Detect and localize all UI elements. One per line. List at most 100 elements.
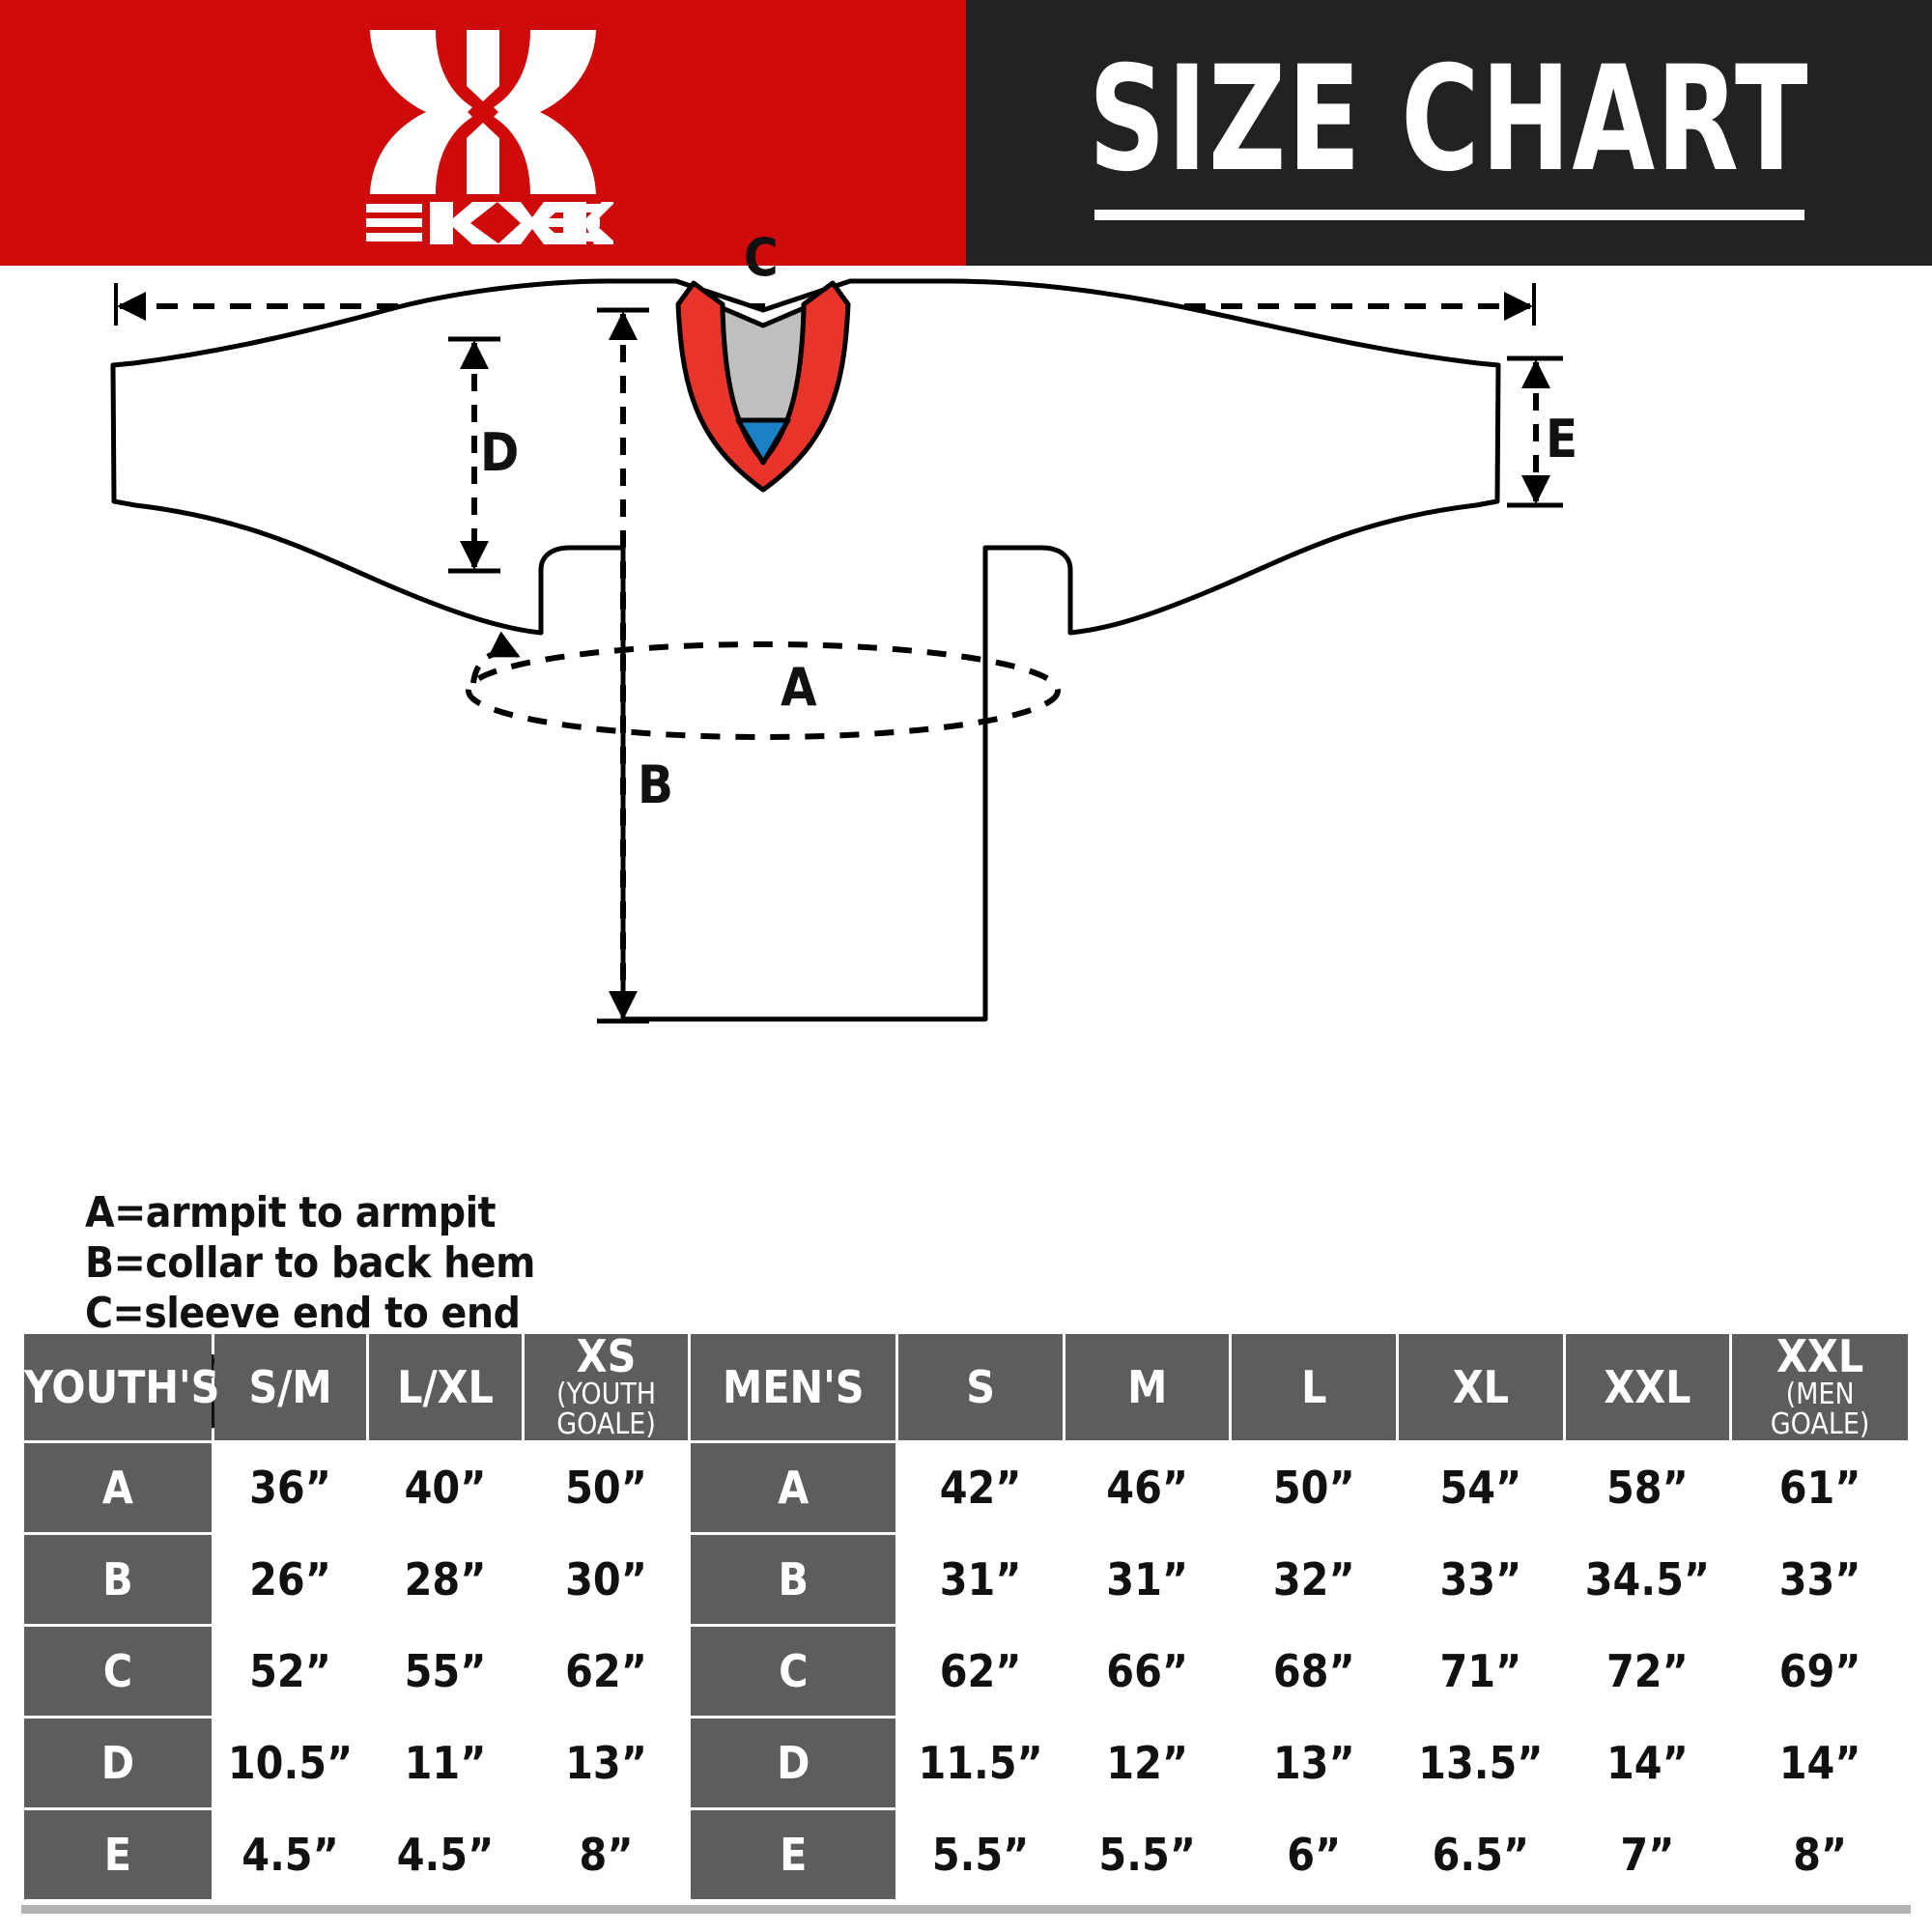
- measure-b-dimension: B: [597, 307, 689, 1024]
- row-label-mens-E: E: [691, 1810, 896, 1899]
- table-header-row: YOUTH'S S/M L/XL XS (YOUTH GOALE) MEN'S S M L XL X…: [24, 1334, 1908, 1440]
- svg-text:B: B: [638, 754, 673, 815]
- cell-mens-E-0: 5.5”: [898, 1810, 1063, 1899]
- row-label-youth-D: D: [24, 1719, 212, 1807]
- cell-youth-B-2: 30”: [524, 1535, 689, 1624]
- page-title: SIZE CHART: [1088, 35, 1810, 204]
- row-label-mens-B: B: [691, 1535, 896, 1624]
- cell-mens-B-1: 31”: [1065, 1535, 1230, 1624]
- row-label-youth-C: C: [24, 1627, 212, 1716]
- column-header-youth-0: S/M: [213, 1334, 367, 1440]
- row-label-youth-A: A: [24, 1443, 212, 1532]
- column-header-mens-1: M: [1065, 1334, 1230, 1440]
- cell-mens-D-3: 13.5”: [1399, 1719, 1563, 1807]
- cell-mens-B-5: 33”: [1732, 1535, 1908, 1624]
- table-row: C 52” 55” 62” C 62” 66” 68” 71” 72” 69”: [24, 1627, 1908, 1716]
- cell-mens-E-2: 6”: [1232, 1810, 1397, 1899]
- column-header-label: M: [1127, 1361, 1168, 1413]
- cell-mens-B-2: 32”: [1232, 1535, 1397, 1624]
- column-header-label: XS: [576, 1330, 637, 1383]
- cell-mens-E-5: 8”: [1732, 1810, 1908, 1899]
- measure-c-letter: C: [744, 227, 779, 288]
- cell-mens-D-1: 12”: [1065, 1719, 1230, 1807]
- cell-mens-B-0: 31”: [898, 1535, 1063, 1624]
- cell-mens-A-3: 54”: [1399, 1443, 1563, 1532]
- cell-youth-D-0: 10.5”: [213, 1719, 367, 1807]
- svg-text:D: D: [480, 422, 519, 483]
- title-panel: SIZE CHART: [966, 0, 1932, 266]
- cell-youth-C-1: 55”: [369, 1627, 522, 1716]
- cell-mens-C-5: 69”: [1732, 1627, 1908, 1716]
- cell-mens-D-0: 11.5”: [898, 1719, 1063, 1807]
- cell-mens-C-0: 62”: [898, 1627, 1063, 1716]
- cell-mens-E-3: 6.5”: [1399, 1810, 1563, 1899]
- column-header-label: YOUTH'S: [24, 1361, 220, 1413]
- cell-youth-B-1: 28”: [369, 1535, 522, 1624]
- table-row: B 26” 28” 30” B 31” 31” 32” 33” 34.5” 33”: [24, 1535, 1908, 1624]
- column-header-label: L/XL: [397, 1361, 494, 1413]
- cell-youth-E-0: 4.5”: [213, 1810, 367, 1899]
- table-row: A 36” 40” 50” A 42” 46” 50” 54” 58” 61”: [24, 1443, 1908, 1532]
- cell-mens-A-4: 58”: [1565, 1443, 1730, 1532]
- measure-c-label: C: [734, 266, 769, 270]
- cell-youth-A-2: 50”: [524, 1443, 689, 1532]
- row-label-youth-E: E: [24, 1810, 212, 1899]
- cell-mens-A-0: 42”: [898, 1443, 1063, 1532]
- title-underline: [1094, 210, 1804, 221]
- cell-mens-A-1: 46”: [1065, 1443, 1230, 1532]
- row-label-mens-A: A: [691, 1443, 896, 1532]
- table-row: E 4.5” 4.5” 8” E 5.5” 5.5” 6” 6.5” 7” 8”: [24, 1810, 1908, 1899]
- cell-mens-B-4: 34.5”: [1565, 1535, 1730, 1624]
- size-table: YOUTH'S S/M L/XL XS (YOUTH GOALE) MEN'S S M L XL X…: [21, 1331, 1911, 1902]
- cell-mens-E-1: 5.5”: [1065, 1810, 1230, 1899]
- cell-youth-E-2: 8”: [524, 1810, 689, 1899]
- cell-mens-A-2: 50”: [1232, 1443, 1397, 1532]
- cell-mens-D-2: 13”: [1232, 1719, 1397, 1807]
- column-header-label: XXL: [1776, 1330, 1864, 1383]
- column-header-label: XL: [1452, 1361, 1509, 1413]
- cell-youth-A-1: 40”: [369, 1443, 522, 1532]
- cell-youth-A-0: 36”: [213, 1443, 367, 1532]
- column-header-mens-3: XL: [1399, 1334, 1563, 1440]
- cell-youth-D-1: 11”: [369, 1719, 522, 1807]
- cell-youth-D-2: 13”: [524, 1719, 689, 1807]
- cell-youth-C-2: 62”: [524, 1627, 689, 1716]
- cell-youth-C-0: 52”: [213, 1627, 367, 1716]
- cell-youth-B-0: 26”: [213, 1535, 367, 1624]
- cell-mens-C-3: 71”: [1399, 1627, 1563, 1716]
- cell-youth-E-1: 4.5”: [369, 1810, 522, 1899]
- row-label-mens-D: D: [691, 1719, 896, 1807]
- jersey-diagram: D E A B: [0, 227, 1932, 1438]
- column-header-label: MEN'S: [723, 1361, 865, 1413]
- cell-mens-E-4: 7”: [1565, 1810, 1730, 1899]
- svg-text:C: C: [734, 266, 769, 270]
- column-header-label: XXL: [1604, 1361, 1691, 1413]
- column-header-label: L: [1301, 1361, 1327, 1413]
- cell-mens-C-4: 72”: [1565, 1627, 1730, 1716]
- size-table-container: YOUTH'S S/M L/XL XS (YOUTH GOALE) MEN'S S M L XL X…: [21, 1331, 1911, 1914]
- cell-mens-D-5: 14”: [1732, 1719, 1908, 1807]
- cell-mens-A-5: 61”: [1732, 1443, 1908, 1532]
- brand-panel: [0, 0, 966, 266]
- row-label-mens-C: C: [691, 1627, 896, 1716]
- measure-d-dimension: D: [448, 336, 519, 574]
- measure-e-dimension: E: [1507, 355, 1577, 508]
- cell-mens-C-2: 68”: [1232, 1627, 1397, 1716]
- column-header-mens-0: S: [898, 1334, 1063, 1440]
- jersey-collar: [675, 280, 851, 493]
- column-header-mens: MEN'S: [691, 1334, 896, 1440]
- column-header-label: S: [966, 1361, 995, 1413]
- column-header-sublabel: (MEN GOALE): [1770, 1378, 1870, 1441]
- column-header-youth-1: L/XL: [369, 1334, 522, 1440]
- table-bottom-rule: [21, 1905, 1911, 1914]
- column-header-sublabel: (YOUTH GOALE): [555, 1378, 657, 1441]
- cell-mens-B-3: 33”: [1399, 1535, 1563, 1624]
- cell-mens-C-1: 66”: [1065, 1627, 1230, 1716]
- cell-mens-D-4: 14”: [1565, 1719, 1730, 1807]
- column-header-youth-2: XS (YOUTH GOALE): [524, 1330, 689, 1441]
- table-row: D 10.5” 11” 13” D 11.5” 12” 13” 13.5” 14” 14”: [24, 1719, 1908, 1807]
- column-header-youth: YOUTH'S: [24, 1334, 220, 1440]
- column-header-mens-4: XXL: [1565, 1334, 1730, 1440]
- svg-text:A: A: [781, 657, 817, 718]
